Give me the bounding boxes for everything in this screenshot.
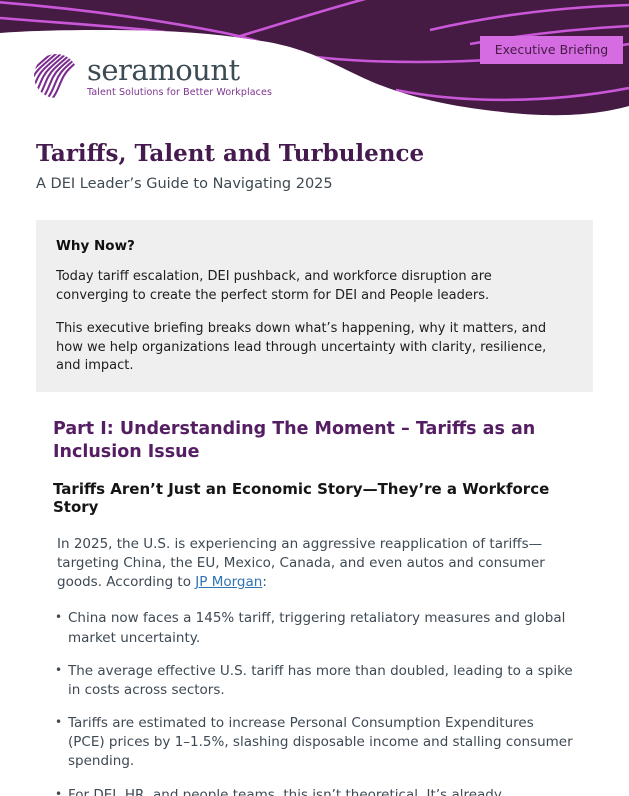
header-background-shape bbox=[0, 0, 629, 116]
seramount-swirl-icon bbox=[34, 54, 78, 98]
why-now-heading: Why Now? bbox=[56, 238, 135, 254]
why-now-paragraph-1: Today tariff escalation, DEI pushback, a… bbox=[56, 269, 492, 303]
why-now-callout: Why Now? Today tariff escalation, DEI pu… bbox=[36, 220, 593, 393]
jp-morgan-link[interactable]: JP Morgan bbox=[195, 574, 263, 591]
list-item: China now faces a 145% tariff, triggerin… bbox=[53, 609, 573, 647]
tariff-facts-list: China now faces a 145% tariff, triggerin… bbox=[53, 609, 593, 796]
part-1-section: Part I: Understanding The Moment – Tarif… bbox=[53, 418, 593, 796]
logo-text: seramount Talent Solutions for Better Wo… bbox=[87, 55, 272, 98]
logo-tagline: Talent Solutions for Better Workplaces bbox=[87, 86, 273, 98]
part-1-intro-paragraph: In 2025, the U.S. is experiencing an agg… bbox=[57, 535, 582, 592]
why-now-paragraph-2: This executive briefing breaks down what… bbox=[56, 320, 547, 374]
intro-text-after-link: : bbox=[262, 574, 267, 591]
header-banner: Executive Briefing bbox=[0, 0, 629, 132]
intro-text-before-link: In 2025, the U.S. is experiencing an agg… bbox=[57, 536, 545, 591]
page-subtitle: A DEI Leader’s Guide to Navigating 2025 bbox=[36, 176, 333, 192]
list-item: Tariffs are estimated to increase Person… bbox=[53, 714, 573, 771]
seramount-logo: seramount Talent Solutions for Better Wo… bbox=[33, 53, 272, 99]
part-1-heading: Part I: Understanding The Moment – Tarif… bbox=[53, 419, 536, 462]
page-title: Tariffs, Talent and Turbulence bbox=[36, 140, 425, 167]
part-1-subheading: Tariffs Aren’t Just an Economic Story—Th… bbox=[53, 480, 550, 516]
executive-briefing-badge: Executive Briefing bbox=[480, 36, 623, 64]
list-item: The average effective U.S. tariff has mo… bbox=[53, 662, 573, 700]
list-item: For DEI, HR, and people teams, this isn’… bbox=[53, 786, 573, 796]
logo-wordmark: seramount bbox=[87, 52, 240, 87]
